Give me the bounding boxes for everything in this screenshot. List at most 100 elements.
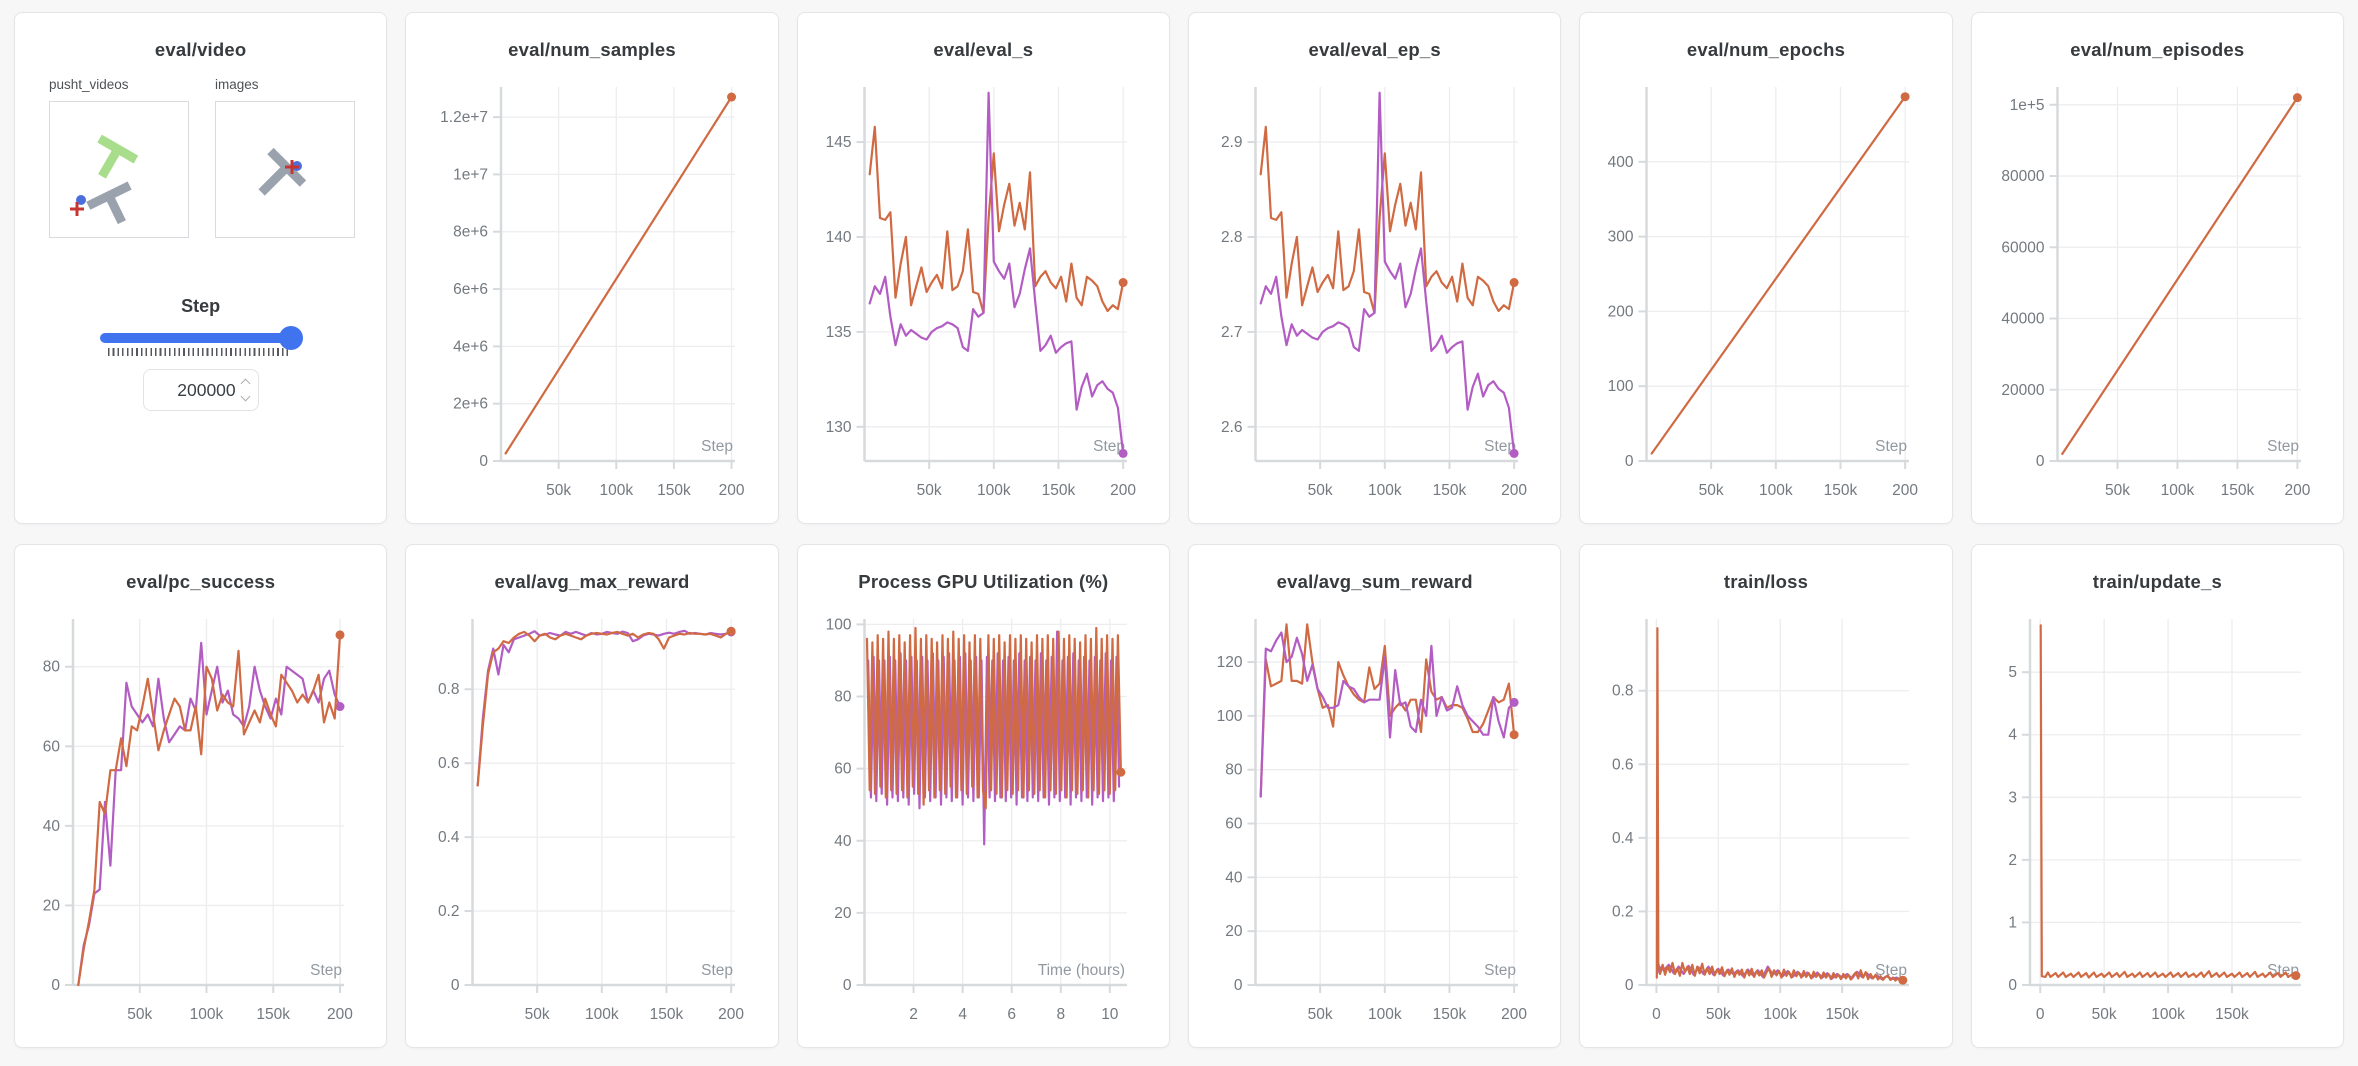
chart-title: Process GPU Utilization (%) (858, 571, 1109, 592)
chart-title: eval/avg_max_reward (494, 571, 690, 592)
panel-eval-video: eval/video pusht_videos (14, 12, 388, 524)
chart-svg: 50k 100k 150k 200 0 20000 40000 60000 80000 1e+5 S… (2001, 87, 2310, 499)
svg-text:2: 2 (909, 1006, 918, 1023)
svg-text:60000: 60000 (2001, 239, 2044, 256)
chart-plot[interactable]: 50k 100k 150k 200 0 20 40 60 80 100 120 Step (1191, 595, 1558, 1047)
chart-svg: 50k 100k 150k 200 0 2e+6 4e+6 6e+6 8e+6 1e+7 1.2e+… (440, 87, 745, 499)
svg-text:Step: Step (701, 962, 733, 979)
svg-text:0: 0 (843, 977, 852, 994)
svg-text:140: 140 (825, 229, 851, 246)
chart-plot[interactable]: 50k 100k 150k 200 0 2e+6 4e+6 6e+6 8e+6 1e+7 1.2e+… (408, 63, 775, 523)
step-value-row (15, 369, 386, 411)
media-row: pusht_videos (15, 63, 386, 238)
chart-plot[interactable]: 50k 100k 150k 200 0 20000 40000 60000 80000 1e+5 S… (1974, 63, 2341, 523)
svg-text:200: 200 (1893, 482, 1919, 499)
svg-text:1e+5: 1e+5 (2009, 97, 2044, 114)
svg-text:150k: 150k (256, 1006, 290, 1023)
svg-text:8: 8 (1056, 1006, 1065, 1023)
chart-title: eval/eval_s (933, 39, 1034, 60)
slider-track[interactable] (100, 326, 304, 350)
svg-text:0: 0 (1652, 1006, 1661, 1023)
step-slider[interactable] (100, 326, 304, 350)
chart-title: eval/eval_ep_s (1308, 39, 1441, 60)
svg-text:80: 80 (43, 659, 61, 676)
video-thumbnail-images[interactable] (215, 101, 355, 238)
chart-title: eval/num_episodes (2070, 39, 2245, 60)
svg-text:0: 0 (480, 453, 489, 470)
svg-text:50k: 50k (546, 482, 571, 499)
chart-title: eval/avg_sum_reward (1276, 571, 1473, 592)
spinner-down-icon[interactable] (240, 391, 251, 402)
chart-title: eval/pc_success (126, 571, 276, 592)
chart-svg: 50k 100k 150k 200 0 20 40 60 80 Step (43, 619, 353, 1023)
green-t-shape (97, 134, 139, 179)
svg-text:150k: 150k (2215, 1006, 2249, 1023)
goal-cross (70, 202, 84, 216)
svg-text:20: 20 (43, 897, 61, 914)
svg-text:50k: 50k (1308, 1006, 1333, 1023)
svg-text:0.8: 0.8 (1612, 683, 1634, 700)
step-control: Step (15, 296, 386, 411)
svg-text:100k: 100k (600, 482, 634, 499)
chart-plot[interactable]: 50k 100k 150k 200 2.6 2.7 2.8 2.9 Step (1191, 63, 1558, 523)
panel-eval-avg-sum-reward: eval/avg_sum_reward 50k 100k 150k 200 0 20 40 6… (1188, 544, 1562, 1048)
chart-plot[interactable]: 50k 100k 150k 200 130 135 140 145 Step (800, 63, 1167, 523)
svg-text:100k: 100k (1759, 482, 1793, 499)
svg-text:100k: 100k (977, 482, 1011, 499)
svg-text:0: 0 (2008, 977, 2017, 994)
svg-text:150k: 150k (657, 482, 691, 499)
chart-plot[interactable]: 0 50k 100k 150k 0 1 2 3 4 5 Step (1974, 595, 2341, 1047)
svg-text:100k: 100k (190, 1006, 224, 1023)
svg-text:Time (hours): Time (hours) (1037, 962, 1124, 979)
svg-text:0: 0 (2036, 1006, 2045, 1023)
chart-plot[interactable]: 50k 100k 150k 200 0 0.2 0.4 0.6 0.8 Step (408, 595, 775, 1047)
svg-text:100k: 100k (585, 1006, 619, 1023)
chart-title: eval/num_epochs (1686, 39, 1846, 60)
svg-text:150k: 150k (650, 1006, 684, 1023)
svg-text:Step: Step (701, 438, 733, 455)
svg-text:50k: 50k (1699, 482, 1724, 499)
panel-eval-pc-success: eval/pc_success 50k 100k 150k 200 0 20 40 60 80 S… (14, 544, 388, 1048)
svg-text:0.6: 0.6 (1612, 756, 1634, 773)
chart-plot[interactable]: 50k 100k 150k 200 0 20 40 60 80 Step (17, 595, 384, 1047)
svg-text:0: 0 (2036, 453, 2045, 470)
panel-train-update-s: train/update_s 0 50k 100k 150k 0 1 2 3 4 5 Step (1970, 544, 2344, 1048)
svg-text:60: 60 (43, 738, 61, 755)
media-caption: pusht_videos (49, 77, 129, 92)
svg-text:400: 400 (1608, 154, 1634, 171)
spinner-up-icon[interactable] (240, 378, 251, 389)
svg-text:4e+6: 4e+6 (453, 338, 488, 355)
svg-text:200: 200 (2284, 482, 2310, 499)
svg-text:1.2e+7: 1.2e+7 (440, 109, 488, 126)
svg-text:6e+6: 6e+6 (453, 281, 488, 298)
gray-t-shape (258, 147, 307, 196)
gray-t-shape (86, 181, 132, 225)
chart-svg: 50k 100k 150k 200 0 20 40 60 80 100 120 Step (1217, 619, 1527, 1023)
svg-text:100k: 100k (1368, 1006, 1402, 1023)
media-images: images (215, 77, 355, 238)
panel-train-loss: train/loss 0 50k 100k 150k 0 0.2 0.4 0.6 0.8 Step (1579, 544, 1953, 1048)
svg-text:40: 40 (834, 833, 852, 850)
svg-text:150k: 150k (1824, 482, 1858, 499)
chart-plot[interactable]: 2 4 6 8 10 0 20 40 60 80 100 Time (hours) (800, 595, 1167, 1047)
svg-text:120: 120 (1217, 654, 1243, 671)
svg-text:1e+7: 1e+7 (453, 166, 488, 183)
svg-text:200: 200 (719, 1006, 745, 1023)
media-caption: images (215, 77, 259, 92)
svg-text:Step: Step (2267, 438, 2299, 455)
svg-text:150k: 150k (1826, 1006, 1860, 1023)
svg-text:50k: 50k (2091, 1006, 2116, 1023)
slider-handle[interactable] (279, 326, 304, 350)
svg-text:100: 100 (1217, 708, 1243, 725)
step-input[interactable] (155, 378, 238, 402)
svg-text:200: 200 (719, 482, 745, 499)
svg-text:0.4: 0.4 (1612, 830, 1634, 847)
chart-plot[interactable]: 0 50k 100k 150k 0 0.2 0.4 0.6 0.8 Step (1582, 595, 1949, 1047)
svg-text:50k: 50k (916, 482, 941, 499)
chart-plot[interactable]: 50k 100k 150k 200 0 100 200 300 400 Step (1582, 63, 1949, 523)
video-thumbnail-pusht[interactable] (49, 101, 189, 238)
svg-text:50k: 50k (127, 1006, 152, 1023)
panel-gpu-utilization: Process GPU Utilization (%) 2 4 6 8 10 0 20 40 6… (796, 544, 1170, 1048)
goal-cross (285, 160, 299, 174)
